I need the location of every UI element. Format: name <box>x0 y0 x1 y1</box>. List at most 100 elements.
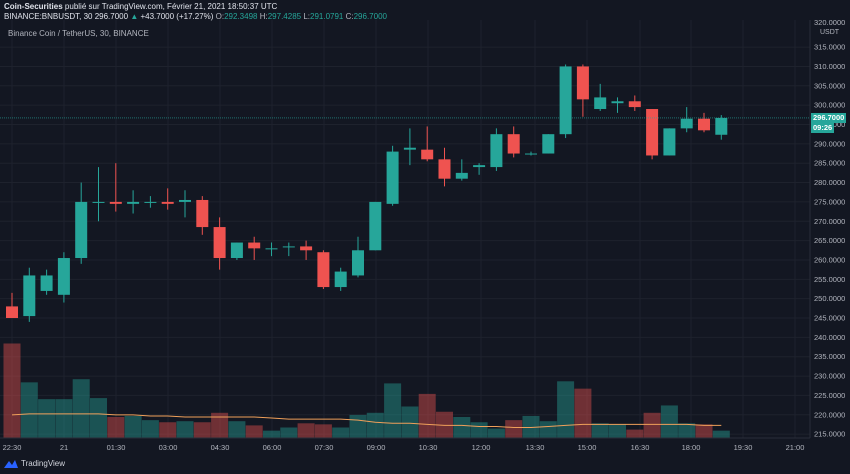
countdown-badge: 09:26 <box>811 122 835 133</box>
time-tick-label: 21:00 <box>786 443 805 452</box>
candle <box>473 163 486 175</box>
volume-bar <box>55 399 73 438</box>
candle-body <box>127 201 140 204</box>
high-label: H: <box>259 12 268 21</box>
volume-bar <box>505 420 523 438</box>
candle-body <box>144 201 157 203</box>
volume-bar <box>418 393 436 438</box>
volume-bar <box>228 421 246 438</box>
last-price: 296.7000 <box>94 12 129 21</box>
price-axis: 315.0000310.0000305.0000300.0000295.0000… <box>814 18 845 439</box>
candle-body <box>455 172 468 179</box>
price-tick-label: 225.0000 <box>814 391 845 400</box>
candle-body <box>179 199 191 202</box>
volume-bar <box>193 422 211 438</box>
price-tick-label: 280.0000 <box>814 178 845 187</box>
volume-ma-line <box>11 413 722 428</box>
volume-bar <box>245 425 263 438</box>
price-tick-label: 245.0000 <box>814 314 845 323</box>
high-value: 297.4285 <box>267 12 302 21</box>
tradingview-footer[interactable]: TradingView <box>4 459 65 468</box>
volume-bar <box>107 417 125 438</box>
candle-body <box>352 250 364 276</box>
candle <box>23 267 36 322</box>
volume-bar <box>263 430 280 438</box>
publish-text: publié sur TradingView.com, Février 21, … <box>64 2 278 11</box>
candle-body <box>161 201 174 204</box>
volume-bar <box>211 412 229 438</box>
candle <box>455 159 468 181</box>
candle-body <box>317 252 330 288</box>
price-tick-label: 320.0000 <box>814 18 845 27</box>
candle <box>507 126 520 158</box>
price-tick-label: 305.0000 <box>814 81 845 90</box>
price-unit: USDT <box>820 29 840 36</box>
volume-bars <box>3 343 730 438</box>
candle-body <box>646 109 659 156</box>
time-tick-label: 16:30 <box>631 443 650 452</box>
price-tick-label: 240.0000 <box>814 333 845 342</box>
price-tick-label: 310.0000 <box>814 62 845 71</box>
candle <box>109 163 122 212</box>
volume-bar <box>660 405 678 438</box>
candle-body <box>473 165 486 168</box>
candle <box>196 196 209 235</box>
time-tick-label: 12:00 <box>472 443 491 452</box>
low-label: L: <box>303 12 310 21</box>
candle <box>161 188 174 210</box>
volume-bar <box>609 424 626 438</box>
candle-body <box>490 134 503 168</box>
volume-bar <box>401 406 419 438</box>
candle-body <box>628 101 641 108</box>
volume-bar <box>176 421 194 438</box>
candle <box>715 115 728 140</box>
time-tick-label: 19:30 <box>734 443 753 452</box>
time-tick-label: 22:30 <box>3 443 22 452</box>
price-tick-label: 315.0000 <box>814 43 845 52</box>
candle-body <box>300 246 313 251</box>
volume-bar <box>470 422 488 438</box>
candle <box>317 250 330 289</box>
volume-bar <box>297 423 315 438</box>
candle-body <box>57 258 70 295</box>
candle-body <box>40 275 53 291</box>
volume-bar <box>38 399 56 438</box>
candle <box>663 128 676 156</box>
candle <box>542 134 555 154</box>
candle <box>438 147 451 187</box>
tradingview-logo-icon <box>4 460 18 468</box>
price-tick-label: 270.0000 <box>814 217 845 226</box>
candle <box>559 64 572 139</box>
candle <box>40 269 53 295</box>
candle-body <box>525 153 537 155</box>
publisher-name[interactable]: Coin-Securities <box>4 2 63 11</box>
candle <box>92 167 105 222</box>
time-tick-label: 01:30 <box>107 443 126 452</box>
time-tick-label: 04:30 <box>211 443 230 452</box>
candle <box>230 242 243 260</box>
candle-body <box>6 306 18 319</box>
candle-body <box>680 118 693 129</box>
publish-info: Coin-Securities publié sur TradingView.c… <box>4 2 277 12</box>
price-tick-label: 285.0000 <box>814 159 845 168</box>
candle <box>628 95 641 111</box>
volume-bar <box>349 414 367 438</box>
candle-body <box>386 151 399 204</box>
candle-body <box>663 128 676 156</box>
candle-body <box>23 275 36 317</box>
open-value: 292.3498 <box>224 12 258 21</box>
price-tick-label: 275.0000 <box>814 197 845 206</box>
volume-bar <box>453 417 471 438</box>
price-tick-label: 235.0000 <box>814 352 845 361</box>
volume-bar <box>314 424 332 438</box>
candle <box>213 217 226 270</box>
candle <box>75 182 88 264</box>
candle-body <box>75 201 88 259</box>
candle-body <box>559 66 572 135</box>
volume-bar <box>574 388 592 438</box>
volume-bar <box>591 423 609 438</box>
candle <box>144 196 157 208</box>
candle <box>248 236 261 260</box>
time-tick-label: 06:00 <box>263 443 282 452</box>
